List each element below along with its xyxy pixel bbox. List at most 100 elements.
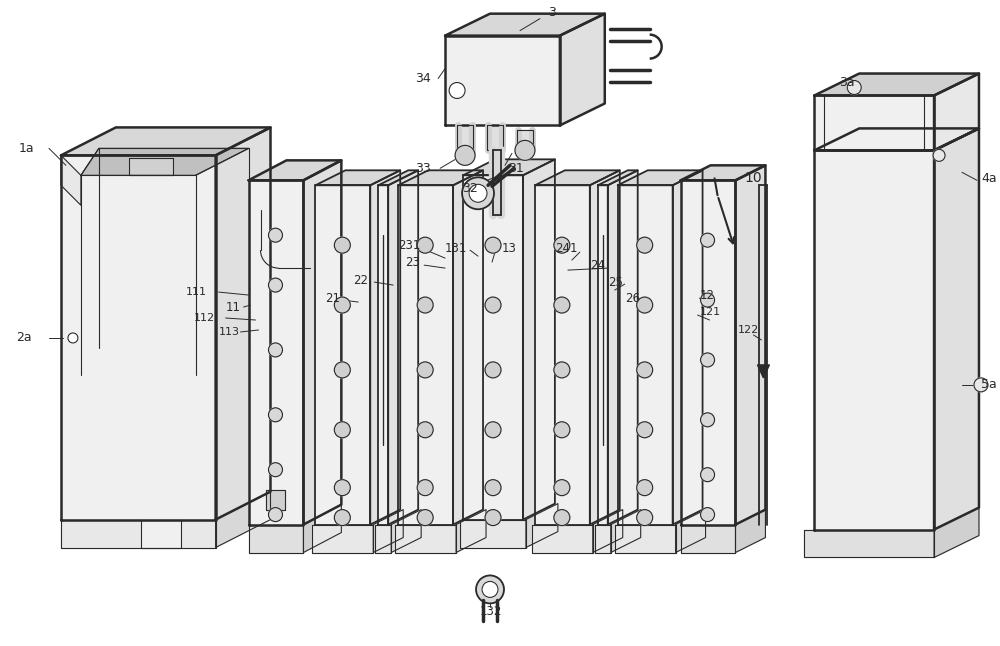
- Circle shape: [554, 237, 570, 253]
- Polygon shape: [608, 171, 638, 525]
- Polygon shape: [266, 490, 285, 510]
- Text: 22: 22: [353, 274, 368, 287]
- Polygon shape: [814, 151, 934, 530]
- Polygon shape: [141, 519, 181, 548]
- Text: 2a: 2a: [16, 331, 32, 344]
- Polygon shape: [611, 510, 641, 552]
- Polygon shape: [370, 171, 400, 525]
- Circle shape: [485, 510, 501, 526]
- Polygon shape: [460, 519, 526, 548]
- Circle shape: [637, 362, 653, 378]
- Circle shape: [417, 237, 433, 253]
- Polygon shape: [535, 171, 620, 185]
- Polygon shape: [681, 180, 735, 525]
- Polygon shape: [517, 130, 533, 151]
- Text: 26: 26: [625, 291, 640, 304]
- Polygon shape: [463, 160, 555, 175]
- Circle shape: [554, 297, 570, 313]
- Circle shape: [268, 508, 282, 521]
- Text: 132: 132: [480, 605, 502, 618]
- Circle shape: [485, 237, 501, 253]
- Circle shape: [701, 353, 715, 367]
- Circle shape: [554, 422, 570, 438]
- Circle shape: [485, 297, 501, 313]
- Polygon shape: [598, 171, 638, 185]
- Polygon shape: [129, 158, 173, 175]
- Polygon shape: [312, 525, 373, 552]
- Polygon shape: [934, 74, 979, 151]
- Text: 131: 131: [445, 242, 467, 255]
- Circle shape: [462, 177, 494, 209]
- Circle shape: [554, 480, 570, 495]
- Circle shape: [455, 145, 475, 165]
- Circle shape: [334, 510, 350, 526]
- Polygon shape: [595, 525, 611, 552]
- Circle shape: [701, 413, 715, 427]
- Circle shape: [637, 237, 653, 253]
- Polygon shape: [61, 155, 81, 205]
- Polygon shape: [391, 510, 421, 552]
- Circle shape: [637, 422, 653, 438]
- Polygon shape: [249, 160, 341, 180]
- Polygon shape: [453, 171, 483, 525]
- Polygon shape: [61, 127, 270, 155]
- Circle shape: [485, 422, 501, 438]
- Circle shape: [268, 463, 282, 477]
- Circle shape: [68, 333, 78, 343]
- Circle shape: [485, 480, 501, 495]
- Polygon shape: [598, 185, 608, 525]
- Circle shape: [334, 297, 350, 313]
- Polygon shape: [526, 504, 558, 548]
- Polygon shape: [814, 96, 934, 151]
- Circle shape: [637, 510, 653, 526]
- Circle shape: [334, 237, 350, 253]
- Polygon shape: [375, 525, 391, 552]
- Polygon shape: [463, 175, 523, 519]
- Text: 34: 34: [415, 72, 431, 85]
- Polygon shape: [457, 125, 473, 155]
- Text: 121: 121: [700, 307, 721, 317]
- Text: 3a: 3a: [839, 76, 855, 89]
- Circle shape: [268, 343, 282, 357]
- Polygon shape: [535, 185, 590, 525]
- Circle shape: [637, 480, 653, 495]
- Polygon shape: [673, 171, 703, 525]
- Circle shape: [847, 81, 861, 94]
- Text: 25: 25: [608, 276, 623, 289]
- Circle shape: [554, 510, 570, 526]
- Circle shape: [417, 297, 433, 313]
- Circle shape: [933, 149, 945, 162]
- Circle shape: [417, 480, 433, 495]
- Circle shape: [449, 83, 465, 98]
- Circle shape: [701, 468, 715, 482]
- Polygon shape: [618, 171, 703, 185]
- Circle shape: [482, 581, 498, 598]
- Polygon shape: [814, 74, 979, 96]
- Circle shape: [515, 140, 535, 160]
- Circle shape: [485, 362, 501, 378]
- Polygon shape: [735, 510, 765, 552]
- Polygon shape: [378, 185, 388, 525]
- Polygon shape: [523, 160, 555, 519]
- Text: 21: 21: [325, 291, 340, 304]
- Polygon shape: [487, 125, 503, 151]
- Circle shape: [268, 278, 282, 292]
- Circle shape: [417, 422, 433, 438]
- Circle shape: [417, 362, 433, 378]
- Text: 241: 241: [555, 242, 577, 255]
- Polygon shape: [81, 149, 249, 175]
- Polygon shape: [373, 510, 403, 552]
- Polygon shape: [445, 14, 605, 36]
- Polygon shape: [315, 171, 400, 185]
- Polygon shape: [61, 519, 216, 548]
- Text: 33: 33: [415, 162, 431, 175]
- Polygon shape: [445, 36, 560, 125]
- Circle shape: [268, 228, 282, 242]
- Polygon shape: [735, 165, 765, 525]
- Text: 10: 10: [744, 171, 762, 185]
- Polygon shape: [615, 525, 676, 552]
- Text: 111: 111: [186, 287, 207, 297]
- Text: 5a: 5a: [981, 379, 997, 391]
- Circle shape: [701, 233, 715, 247]
- Polygon shape: [456, 510, 486, 552]
